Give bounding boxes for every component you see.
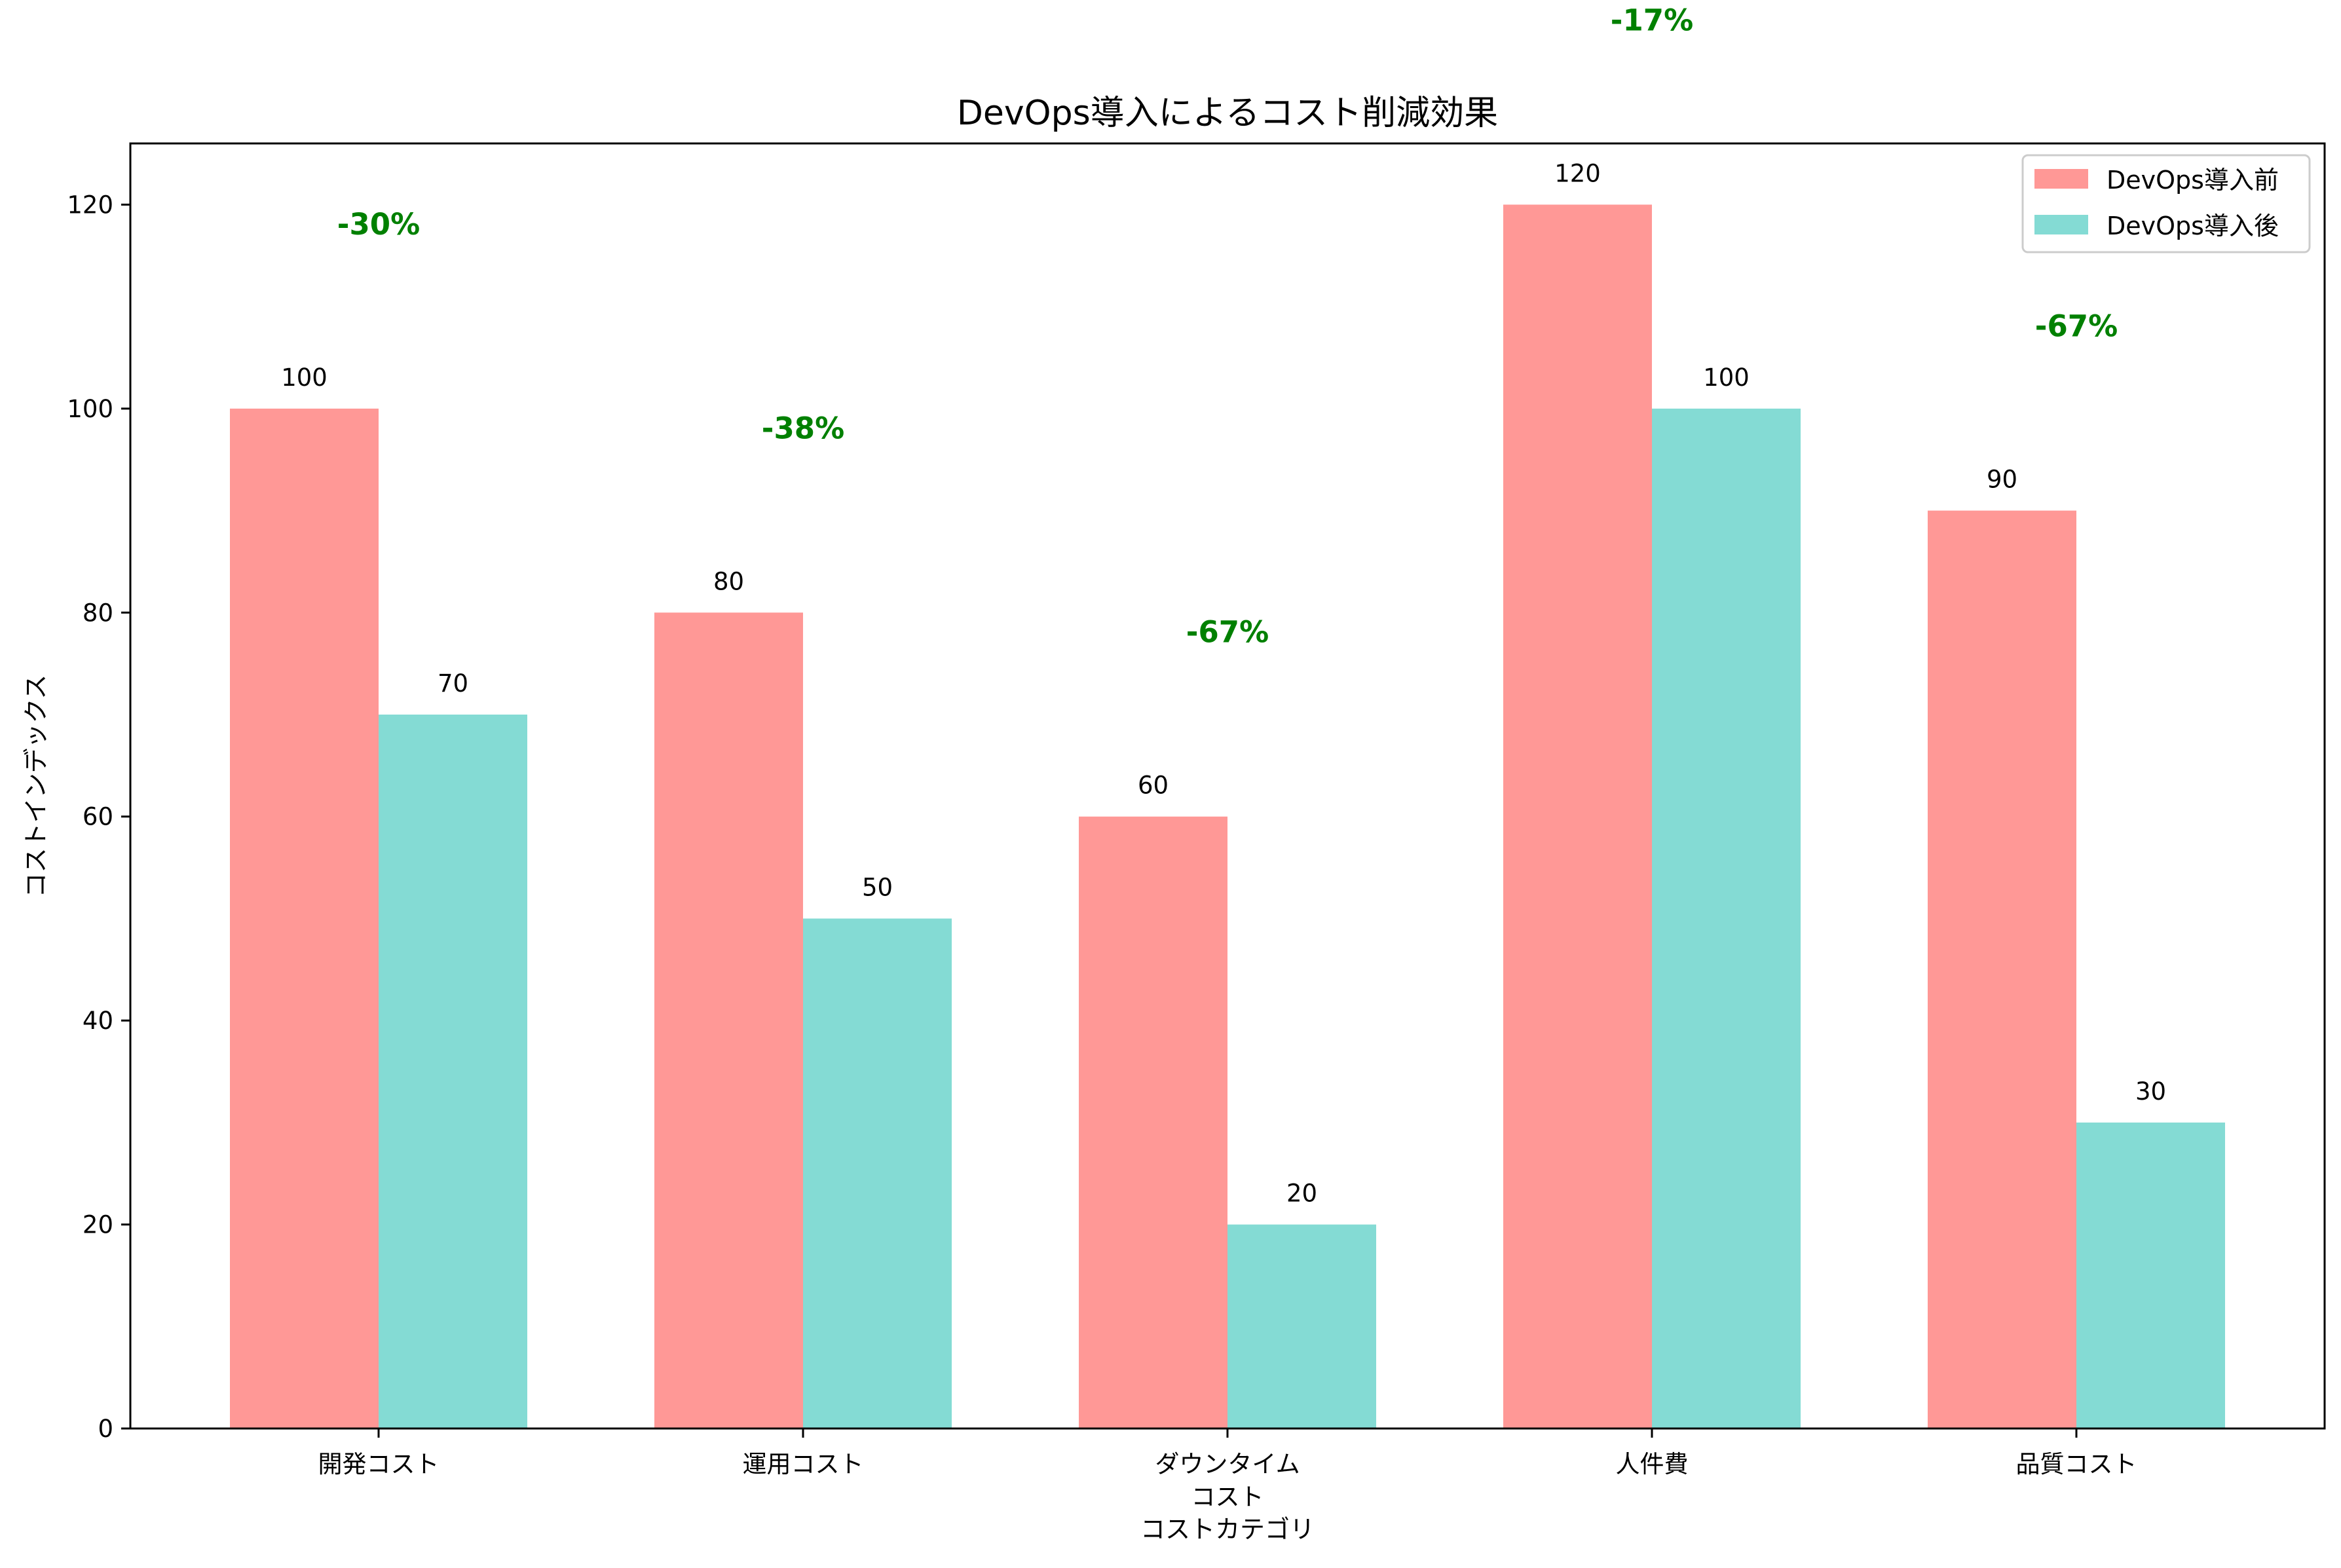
value-label-before-4: 90 — [1987, 466, 2017, 494]
bar-after-1 — [803, 918, 952, 1428]
x-tick-label-3: 人件費 — [1616, 1450, 1689, 1478]
bar-after-2 — [1227, 1224, 1376, 1428]
legend-label-before: DevOps導入前 — [2107, 166, 2279, 195]
bar-after-0 — [379, 715, 527, 1428]
legend-swatch-before — [2034, 169, 2088, 189]
y-axis-label: コストインデックス — [22, 675, 50, 898]
reduction-label-2: -67% — [1186, 615, 1269, 650]
value-label-after-2: 20 — [1286, 1180, 1317, 1208]
reduction-labels-group: -30% -38% -67% -17% -67% — [337, 3, 2118, 649]
reduction-label-4: -67% — [2035, 309, 2118, 344]
bar-after-4 — [2076, 1122, 2225, 1428]
reduction-label-1: -38% — [762, 411, 844, 445]
y-axis: 0 20 40 60 80 100 120 — [67, 191, 130, 1443]
legend-box — [2021, 154, 2311, 253]
chart-title: DevOps導入によるコスト削減効果 — [957, 94, 1498, 133]
bar-before-4 — [1928, 510, 2076, 1428]
x-axis-label: コストカテゴリ — [1140, 1515, 1315, 1544]
value-label-after-1: 50 — [862, 873, 893, 901]
bar-before-1 — [654, 612, 803, 1429]
legend: DevOps導入前 DevOps導入後 — [2021, 154, 2311, 253]
x-tick-label-0: 開発コスト — [318, 1450, 440, 1478]
legend-swatch-after — [2034, 215, 2088, 234]
bar-before-2 — [1079, 816, 1227, 1428]
bar-before-0 — [230, 408, 379, 1428]
x-tick-label-2: ダウンタイムコスト — [1155, 1450, 1300, 1511]
y-tick-label-2: 40 — [83, 1007, 113, 1035]
value-labels-group: 100 70 80 50 60 20 120 100 90 30 — [281, 159, 2166, 1207]
value-label-before-3: 120 — [1554, 159, 1601, 187]
value-label-after-3: 100 — [1703, 364, 1750, 392]
y-tick-label-0: 0 — [98, 1415, 113, 1443]
legend-label-after: DevOps導入後 — [2107, 212, 2279, 240]
x-axis: 開発コスト 運用コスト ダウンタイムコスト 人件費 品質コスト — [318, 1428, 2137, 1511]
bar-before-3 — [1503, 204, 1652, 1428]
plot-frame — [129, 142, 2326, 1430]
bar-after-3 — [1652, 408, 1801, 1428]
y-tick-label-5: 100 — [67, 395, 113, 423]
y-tick-label-3: 60 — [83, 803, 113, 831]
value-label-before-0: 100 — [281, 364, 328, 392]
reduction-label-3: -17% — [1611, 3, 1693, 37]
value-label-before-1: 80 — [713, 567, 744, 595]
y-tick-label-1: 20 — [83, 1211, 113, 1239]
y-tick-label-4: 80 — [83, 599, 113, 627]
bars-group — [230, 204, 2225, 1429]
x-tick-label-4: 品質コスト — [2016, 1450, 2137, 1478]
y-tick-label-6: 120 — [67, 191, 113, 219]
value-label-after-0: 70 — [438, 669, 468, 698]
value-label-after-4: 30 — [2135, 1077, 2166, 1106]
value-label-before-2: 60 — [1138, 772, 1169, 800]
reduction-label-0: -30% — [337, 207, 420, 242]
x-tick-label-1: 運用コスト — [743, 1450, 864, 1478]
